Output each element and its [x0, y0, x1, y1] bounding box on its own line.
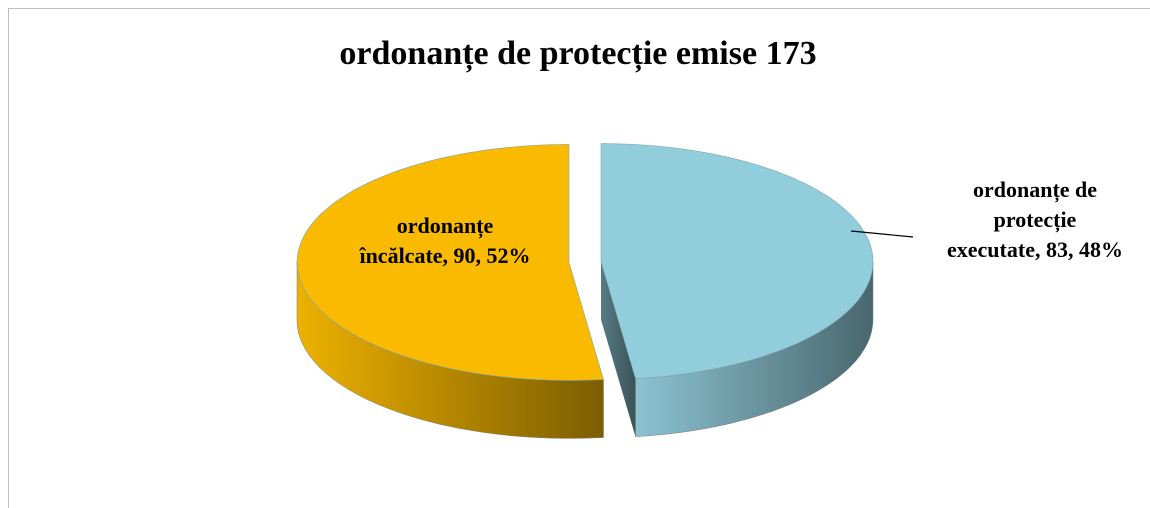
slice-face-shade — [601, 261, 636, 437]
slice — [296, 144, 604, 381]
pie — [296, 143, 874, 439]
slice — [600, 143, 874, 379]
data-label: protecție — [994, 207, 1077, 233]
chart-title: ordonanțe de protecție emise 173 — [339, 35, 816, 73]
data-label: ordonanțe de — [973, 177, 1097, 203]
labels: ordonanțe de protecție executate, 83, 48% o… — [358, 177, 1123, 268]
data-label: ordonanțe — [397, 213, 494, 239]
leader-line — [850, 230, 914, 238]
data-label: executate, 83, 48% — [947, 237, 1123, 262]
data-label: încălcate, 90, 52% — [358, 243, 530, 268]
